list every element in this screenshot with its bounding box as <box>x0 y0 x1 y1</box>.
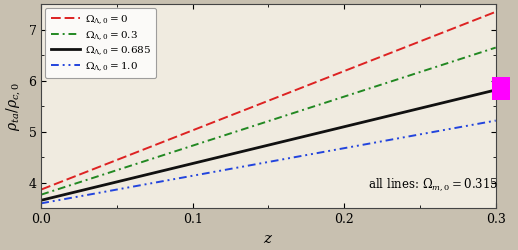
$\Omega_{\Lambda,0}= 0.3$ <box>38 193 45 196</box>
$\Omega_{\Lambda,0}= 0$ <box>257 102 263 106</box>
$\Omega_{\Lambda,0}= 0.3$ <box>482 50 488 52</box>
$\Omega_{\Lambda,0}= 0.685$ <box>254 146 260 149</box>
Line: $\Omega_{\Lambda,0}= 0$: $\Omega_{\Lambda,0}= 0$ <box>41 12 496 190</box>
$\Omega_{\Lambda,0}= 0$ <box>411 42 417 45</box>
Bar <box>492 77 510 100</box>
$\Omega_{\Lambda,0}= 0.685$ <box>257 146 263 149</box>
$\Omega_{\Lambda,0}= 1.0$ <box>493 119 499 122</box>
$\Omega_{\Lambda,0}= 0.3$ <box>257 122 263 126</box>
$\Omega_{\Lambda,0}= 1.0$ <box>482 121 488 124</box>
$\Omega_{\Lambda,0}= 0$ <box>482 14 488 18</box>
$\Omega_{\Lambda,0}= 1.0$ <box>284 157 290 160</box>
$\Omega_{\Lambda,0}= 0.3$ <box>493 46 499 49</box>
$\Omega_{\Lambda,0}= 0$ <box>284 92 290 95</box>
Line: $\Omega_{\Lambda,0}= 0.685$: $\Omega_{\Lambda,0}= 0.685$ <box>41 90 496 200</box>
Line: $\Omega_{\Lambda,0}= 1.0$: $\Omega_{\Lambda,0}= 1.0$ <box>41 120 496 203</box>
$\Omega_{\Lambda,0}= 0$ <box>309 82 315 85</box>
$\Omega_{\Lambda,0}= 0.685$ <box>482 91 488 94</box>
$\Omega_{\Lambda,0}= 0.3$ <box>411 72 417 76</box>
$\Omega_{\Lambda,0}= 0.685$ <box>284 139 290 142</box>
$\Omega_{\Lambda,0}= 1.0$ <box>254 162 260 166</box>
$\Omega_{\Lambda,0}= 0$ <box>38 188 45 191</box>
$\Omega_{\Lambda,0}= 0.685$ <box>309 133 315 136</box>
$\Omega_{\Lambda,0}= 0.685$ <box>38 199 45 202</box>
Legend: $\Omega_{\Lambda,0}= 0$, $\Omega_{\Lambda,0}= 0.3$, $\Omega_{\Lambda,0}= 0.685$,: $\Omega_{\Lambda,0}= 0$, $\Omega_{\Lambd… <box>46 8 156 78</box>
Text: all lines: $\Omega_{m,0}= 0.315$: all lines: $\Omega_{m,0}= 0.315$ <box>368 176 499 192</box>
$\Omega_{\Lambda,0}= 0$ <box>254 104 260 107</box>
X-axis label: $z$: $z$ <box>263 232 274 246</box>
$\Omega_{\Lambda,0}= 0.685$ <box>493 88 499 92</box>
$\Omega_{\Lambda,0}= 0$ <box>493 10 499 13</box>
$\Omega_{\Lambda,0}= 0.3$ <box>254 123 260 126</box>
$\Omega_{\Lambda,0}= 1.0$ <box>309 152 315 156</box>
$\Omega_{\Lambda,0}= 1.0$ <box>38 202 45 205</box>
$\Omega_{\Lambda,0}= 0.685$ <box>411 108 417 111</box>
Y-axis label: $\rho_{ta} / \rho_{c,0}$: $\rho_{ta} / \rho_{c,0}$ <box>4 82 23 131</box>
Line: $\Omega_{\Lambda,0}= 0.3$: $\Omega_{\Lambda,0}= 0.3$ <box>41 48 496 195</box>
$\Omega_{\Lambda,0}= 1.0$ <box>257 162 263 165</box>
$\Omega_{\Lambda,0}= 0.3$ <box>284 114 290 116</box>
$\Omega_{\Lambda,0}= 0.3$ <box>309 106 315 108</box>
$\Omega_{\Lambda,0}= 1.0$ <box>411 134 417 137</box>
